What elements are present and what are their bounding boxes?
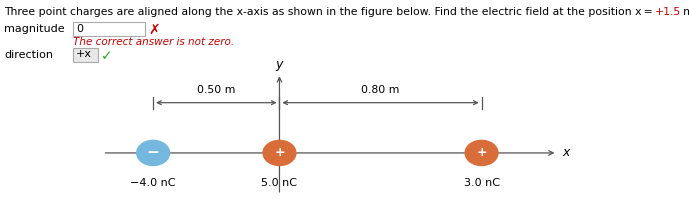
Text: −4.0 nC: −4.0 nC xyxy=(130,178,176,188)
Text: direction: direction xyxy=(4,50,53,60)
Ellipse shape xyxy=(263,140,296,166)
Text: Three point charges are aligned along the x-axis as shown in the figure below. F: Three point charges are aligned along th… xyxy=(4,7,655,17)
Text: m, y = 0.: m, y = 0. xyxy=(681,7,689,17)
Text: +1.5: +1.5 xyxy=(655,7,681,17)
Bar xyxy=(73,48,98,62)
Ellipse shape xyxy=(465,140,498,166)
Text: 0: 0 xyxy=(76,24,83,34)
Bar xyxy=(73,22,145,36)
Ellipse shape xyxy=(136,140,169,166)
Text: x: x xyxy=(562,146,570,159)
Text: magnitude: magnitude xyxy=(4,24,65,34)
Text: y: y xyxy=(276,58,283,71)
Text: 5.0 nC: 5.0 nC xyxy=(261,178,298,188)
Text: −: − xyxy=(147,145,160,160)
Text: 3.0 nC: 3.0 nC xyxy=(464,178,500,188)
Text: +: + xyxy=(274,146,285,159)
Text: +x: +x xyxy=(76,49,92,59)
Text: ✗: ✗ xyxy=(148,23,160,37)
Text: ✓: ✓ xyxy=(101,49,112,63)
Text: 0.80 m: 0.80 m xyxy=(361,85,400,95)
Text: +: + xyxy=(476,146,487,159)
Text: 0.50 m: 0.50 m xyxy=(197,85,236,95)
Text: The correct answer is not zero.: The correct answer is not zero. xyxy=(73,37,234,47)
